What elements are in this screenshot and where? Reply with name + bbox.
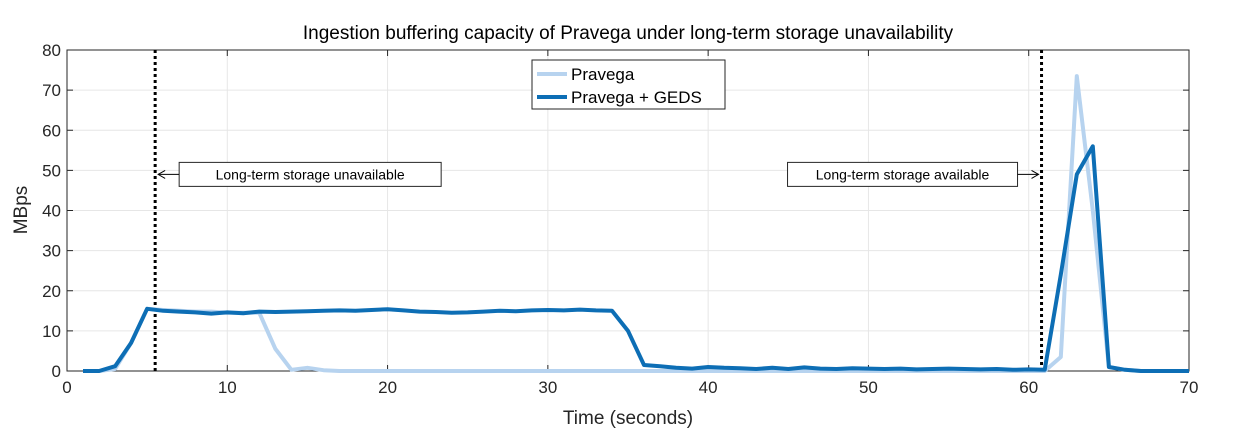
marker-annotation-box — [787, 161, 1019, 187]
x-tick-label: 10 — [218, 378, 237, 397]
y-tick-label: 0 — [52, 362, 61, 381]
y-tick-label: 20 — [42, 282, 61, 301]
legend-label-pravega-geds: Pravega + GEDS — [571, 88, 702, 107]
marker-arrow-head — [157, 169, 166, 179]
x-axis-label: Time (seconds) — [563, 408, 693, 429]
y-tick-label: 10 — [42, 322, 61, 341]
x-tick-label: 60 — [1019, 378, 1038, 397]
series-line-1 — [83, 144, 1189, 373]
marker-arrow-head — [1031, 169, 1040, 179]
event-markers: Long-term storage unavailable Long-term s… — [153, 50, 1044, 371]
y-tick-label: 80 — [42, 41, 61, 60]
y-tick-label: 40 — [42, 202, 61, 221]
y-tick-label: 50 — [42, 161, 61, 180]
y-tick-label: 30 — [42, 242, 61, 261]
marker-annotation-label: Long-term storage unavailable — [216, 166, 405, 182]
x-tick-label: 0 — [62, 378, 71, 397]
x-tick-label: 30 — [538, 378, 557, 397]
x-tick-label: 20 — [378, 378, 397, 397]
y-axis-label: MBps — [11, 186, 32, 235]
legend-label-pravega: Pravega — [571, 65, 635, 84]
x-tick-label: 50 — [859, 378, 878, 397]
chart-title: Ingestion buffering capacity of Pravega … — [303, 23, 954, 44]
series-lines — [83, 74, 1189, 373]
legend-box — [531, 59, 726, 110]
y-tick-label: 60 — [42, 121, 61, 140]
x-tick-label: 40 — [699, 378, 718, 397]
axis-tick-labels: 0 10 20 30 40 50 60 70 0 10 20 30 40 50 60 70 80 — [42, 41, 1198, 397]
marker-annotation-label: Long-term storage available — [816, 166, 990, 182]
x-tick-label: 70 — [1180, 378, 1199, 397]
y-tick-label: 70 — [42, 81, 61, 100]
legend: Pravega Pravega + GEDS — [531, 59, 726, 110]
